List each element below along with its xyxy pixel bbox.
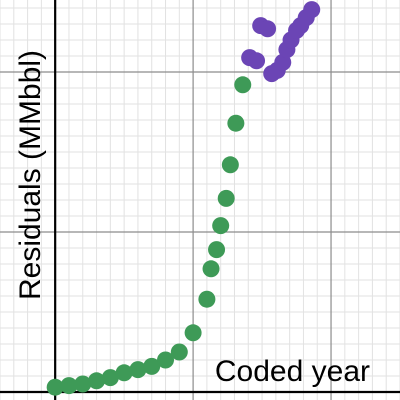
data-point-series-1 [212,217,230,235]
data-point-series-1 [221,156,239,174]
data-points [46,1,321,396]
data-point-series-2 [248,52,266,70]
data-point-series-1 [157,351,175,369]
data-point-series-1 [208,241,226,259]
data-point-series-1 [170,343,188,361]
data-point-series-1 [115,364,133,382]
x-axis-label: Coded year [215,355,370,388]
data-point-series-1 [101,369,119,387]
data-point-series-1 [234,76,252,94]
data-point-series-1 [60,377,78,395]
data-point-series-1 [129,361,147,379]
data-point-series-1 [88,372,106,390]
data-point-series-1 [202,260,220,278]
data-point-series-1 [198,290,216,308]
data-point-series-1 [74,375,92,393]
data-point-series-2 [259,20,277,38]
y-axis-label: Residuals (MMbbl) [14,50,47,300]
data-point-series-2 [274,53,292,71]
data-point-series-1 [143,357,161,375]
data-point-series-2 [303,1,321,19]
data-point-series-1 [184,324,202,342]
data-point-series-1 [217,189,235,207]
data-point-series-1 [46,378,64,396]
data-point-series-1 [227,114,245,132]
